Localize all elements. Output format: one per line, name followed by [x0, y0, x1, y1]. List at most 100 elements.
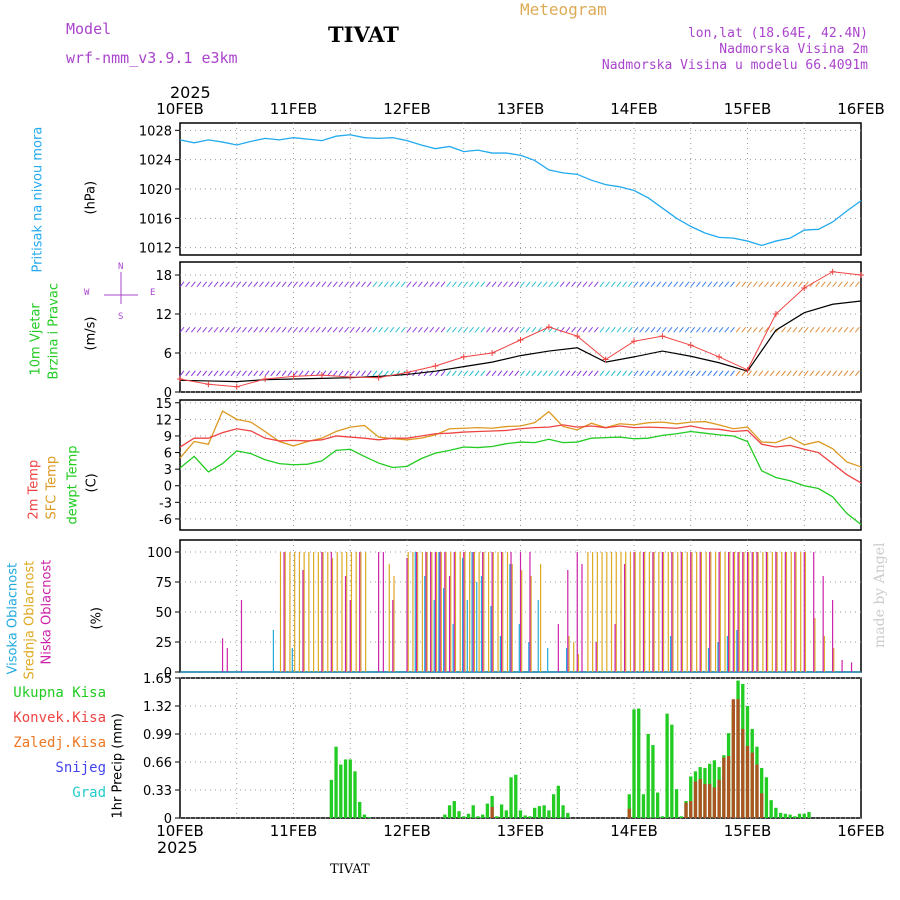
- wind-band-low: [679, 370, 684, 377]
- wind-band-low: [730, 370, 735, 377]
- wind-band-mid: [429, 326, 435, 333]
- wind-band-mid: [207, 326, 213, 333]
- wind-band-mid: [298, 326, 304, 333]
- wind-band-mid: [679, 326, 684, 333]
- wind-gust-marker: [262, 376, 269, 382]
- wind-band-high: [457, 281, 463, 288]
- wind-band-mid: [616, 326, 622, 333]
- precip-total-bar: [627, 794, 631, 818]
- wind-band-mid: [752, 326, 758, 333]
- precip-total-bar: [514, 774, 518, 818]
- wind-gust-marker: [290, 373, 297, 380]
- wind-band-high: [423, 281, 429, 288]
- precip-ytick: 1.32: [143, 700, 172, 715]
- wind-band-low: [213, 370, 219, 377]
- wind-band-high: [690, 281, 696, 288]
- precip-total-bar: [518, 810, 523, 818]
- wind-band-low: [508, 370, 514, 377]
- wind-band-mid: [661, 326, 667, 333]
- wind-band-high: [843, 281, 849, 288]
- wind-band-low: [355, 370, 361, 377]
- precip-conv-bar: [693, 781, 698, 818]
- wind-band-high: [815, 281, 820, 288]
- precip-conv-bar: [722, 757, 726, 818]
- wind-band-high: [730, 281, 735, 288]
- wind-gust-marker: [545, 324, 552, 330]
- wind-band-high: [327, 281, 332, 288]
- wind-gust-marker: [772, 311, 779, 317]
- precip-total-bar: [457, 811, 461, 818]
- wind-band-mid: [837, 326, 843, 333]
- wind-band-low: [809, 370, 815, 377]
- wind-band-high: [434, 281, 440, 288]
- wind-band-high: [366, 281, 372, 288]
- temp-2m-line: [179, 424, 862, 484]
- wind-band-low: [559, 370, 565, 377]
- wind-band-low: [667, 370, 673, 377]
- wind-band-low: [361, 370, 366, 377]
- wind-band-low: [531, 370, 537, 377]
- time-tick-bottom: 16FEB: [837, 822, 884, 840]
- wind-band-high: [525, 281, 531, 288]
- precip-ytick: 0: [164, 812, 172, 827]
- wind-band-high: [548, 281, 554, 288]
- wind-band-mid: [406, 326, 412, 333]
- wind-band-mid: [185, 326, 191, 333]
- wind-band-high: [747, 281, 752, 288]
- precip-conv-bar: [717, 779, 721, 818]
- precip-total-bar: [807, 812, 811, 818]
- wind-band-high: [849, 281, 855, 288]
- wind-band-low: [327, 370, 332, 377]
- wind-band-mid: [832, 326, 838, 333]
- wind-band-high: [293, 281, 298, 288]
- wind-band-mid: [503, 326, 508, 333]
- wind-band-low: [542, 370, 548, 377]
- precip-total-bar: [774, 807, 778, 818]
- sfc-temp-line: [179, 410, 862, 468]
- wind-band-low: [854, 370, 860, 377]
- wind-band-low: [310, 370, 315, 377]
- wind-band-high: [661, 281, 667, 288]
- precip-total-bar: [462, 816, 466, 818]
- precip-total-bar: [670, 724, 674, 818]
- wind-band-low: [230, 370, 236, 377]
- wind-band-high: [752, 281, 758, 288]
- wind-band-low: [769, 370, 775, 377]
- wind-band-low: [849, 370, 855, 377]
- wind-band-mid: [849, 326, 855, 333]
- precip-total-bar: [660, 816, 665, 818]
- wind-band-low: [202, 370, 208, 377]
- wind-band-low: [616, 370, 622, 377]
- wind-band-low: [548, 370, 554, 377]
- wind-band-high: [310, 281, 315, 288]
- wind-band-low: [463, 370, 469, 377]
- wind-band-low: [792, 370, 798, 377]
- mid-cloud-label: Srednja Oblacnost: [22, 560, 38, 680]
- time-tick-top: 14FEB: [610, 100, 657, 118]
- precip-total-bar: [769, 800, 773, 818]
- precip-total-bar: [353, 771, 357, 818]
- temp-ytick: 12: [155, 413, 172, 428]
- wind-band-low: [843, 370, 849, 377]
- time-tick-bottom: 12FEB: [383, 822, 430, 840]
- precip-total-bar: [542, 805, 546, 818]
- wind-band-low: [826, 370, 832, 377]
- wind-band-mid: [707, 326, 713, 333]
- wind-band-high: [650, 281, 656, 288]
- wind-band-low: [610, 370, 616, 377]
- wind-band-high: [406, 281, 412, 288]
- wind-band-high: [287, 281, 293, 288]
- wind-band-low: [741, 370, 747, 377]
- wind-band-high: [486, 281, 491, 288]
- wind-band-mid: [571, 326, 576, 333]
- wind-band-low: [486, 370, 491, 377]
- wind-band-low: [196, 370, 202, 377]
- wind-band-mid: [293, 326, 298, 333]
- wind-band-mid: [423, 326, 429, 333]
- wind-band-high: [429, 281, 435, 288]
- wind-band-mid: [769, 326, 775, 333]
- wind-ytick: 12: [155, 308, 172, 323]
- wind-band-mid: [854, 326, 860, 333]
- wind-band-high: [304, 281, 310, 288]
- wind-gust-marker: [687, 342, 694, 349]
